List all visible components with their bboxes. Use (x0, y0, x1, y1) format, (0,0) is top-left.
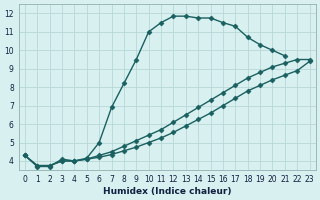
X-axis label: Humidex (Indice chaleur): Humidex (Indice chaleur) (103, 187, 231, 196)
